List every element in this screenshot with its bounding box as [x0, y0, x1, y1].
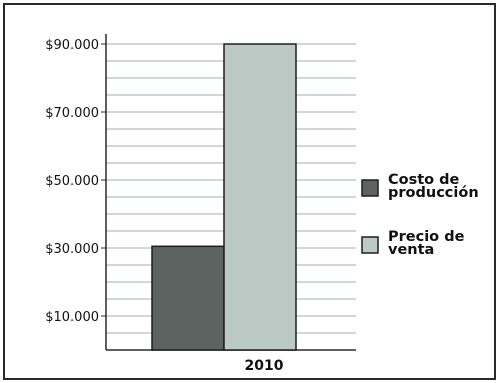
y-axis-ticks: $10.000 $30.000 $50.000 $70.000 $90.000 [45, 38, 106, 325]
legend-label: venta [388, 242, 434, 258]
legend-swatch [361, 179, 379, 197]
bar-precio-de-venta [223, 43, 297, 351]
x-category-label: 2010 [245, 358, 284, 374]
x-axis-labels: 2010 [245, 358, 284, 374]
legend-label: producción [388, 185, 479, 201]
y-tick-label: $10.000 [45, 310, 99, 325]
bar-costo-de-produccion [151, 245, 225, 351]
legend-label: Precio de [388, 229, 465, 245]
legend-swatch [361, 236, 379, 254]
y-tick-label: $30.000 [45, 242, 99, 257]
y-tick-label: $90.000 [45, 38, 99, 53]
y-tick-label: $70.000 [45, 106, 99, 121]
y-tick-label: $50.000 [45, 174, 99, 189]
legend-label: Costo de [388, 172, 460, 188]
bars [151, 43, 297, 351]
